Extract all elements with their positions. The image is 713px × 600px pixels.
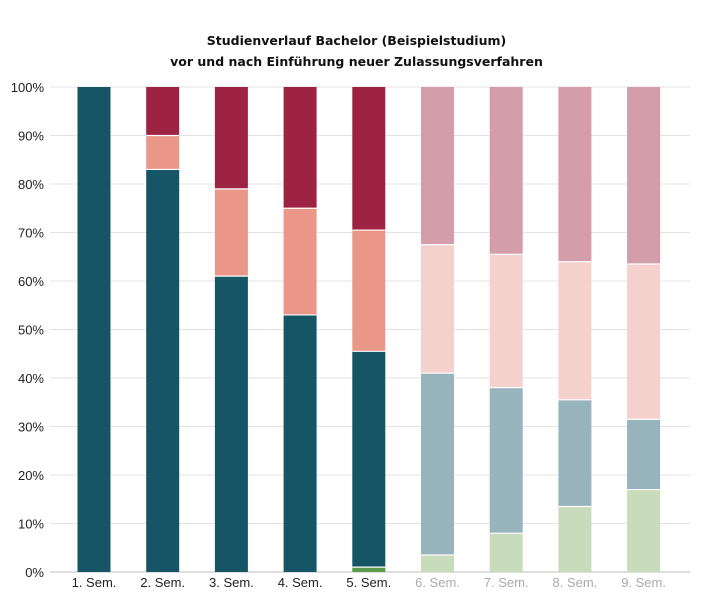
chart-subtitle: vor und nach Einführung neuer Zulassungs…: [170, 54, 543, 69]
y-tick-label: 70%: [18, 226, 44, 241]
bar-segment: [214, 87, 248, 189]
bar-segment: [558, 399, 592, 507]
bar-segment: [283, 208, 317, 315]
y-tick-label: 30%: [18, 420, 44, 435]
bars: [77, 87, 661, 572]
chart-title-block: Studienverlauf Bachelor (Beispielstudium…: [0, 30, 713, 72]
x-tick-label: 1. Sem.: [72, 575, 117, 590]
bar-segment: [489, 254, 523, 388]
bar-segment: [421, 373, 454, 556]
bar-segment: [421, 555, 454, 572]
bar-segment: [77, 87, 111, 572]
x-tick-label: 8. Sem.: [553, 575, 598, 590]
x-tick-label: 6. Sem.: [415, 575, 460, 590]
bar-segment: [558, 506, 592, 572]
bar-segment: [421, 87, 454, 245]
bar-segment: [489, 87, 523, 255]
bar-segment: [146, 169, 180, 572]
bar-segment: [489, 387, 523, 534]
x-tick-label: 3. Sem.: [209, 575, 254, 590]
x-tick-label: 5. Sem.: [346, 575, 391, 590]
bar-segment: [558, 87, 592, 262]
x-tick-label: 7. Sem.: [484, 575, 529, 590]
bar-segment: [146, 135, 180, 170]
bar-segment: [627, 489, 661, 572]
y-tick-label: 100%: [11, 80, 45, 95]
x-axis: 1. Sem. 2. Sem. 3. Sem. 4. Sem. 5. Sem. 6. Se…: [72, 575, 666, 590]
bar-segment: [352, 87, 386, 231]
bar-segment: [627, 419, 661, 490]
bar-segment: [352, 230, 386, 352]
bar-segment: [489, 533, 523, 572]
chart-title: Studienverlauf Bachelor (Beispielstudium…: [206, 33, 507, 48]
bar-segment: [146, 87, 180, 136]
y-tick-label: 50%: [18, 323, 44, 338]
x-tick-label: 4. Sem.: [278, 575, 323, 590]
y-tick-label: 0%: [25, 565, 44, 580]
bar-segment: [627, 264, 661, 420]
bar-segment: [283, 87, 317, 209]
bar-segment: [352, 351, 386, 568]
x-tick-label: 2. Sem.: [140, 575, 185, 590]
y-axis: 0% 10% 20% 30% 40% 50% 60% 70% 80% 90% 100%: [11, 80, 45, 580]
y-tick-label: 40%: [18, 371, 44, 386]
y-tick-label: 90%: [18, 129, 44, 144]
x-tick-label: 9. Sem.: [621, 575, 666, 590]
bar-segment: [352, 567, 386, 572]
bar-segment: [214, 188, 248, 277]
bar-segment: [421, 244, 454, 374]
y-tick-label: 20%: [18, 468, 44, 483]
bar-segment: [627, 87, 661, 265]
y-tick-label: 80%: [18, 177, 44, 192]
bar-segment: [283, 314, 317, 572]
bar-segment: [558, 261, 592, 400]
y-tick-label: 10%: [18, 517, 44, 532]
y-tick-label: 60%: [18, 274, 44, 289]
bar-segment: [214, 276, 248, 572]
